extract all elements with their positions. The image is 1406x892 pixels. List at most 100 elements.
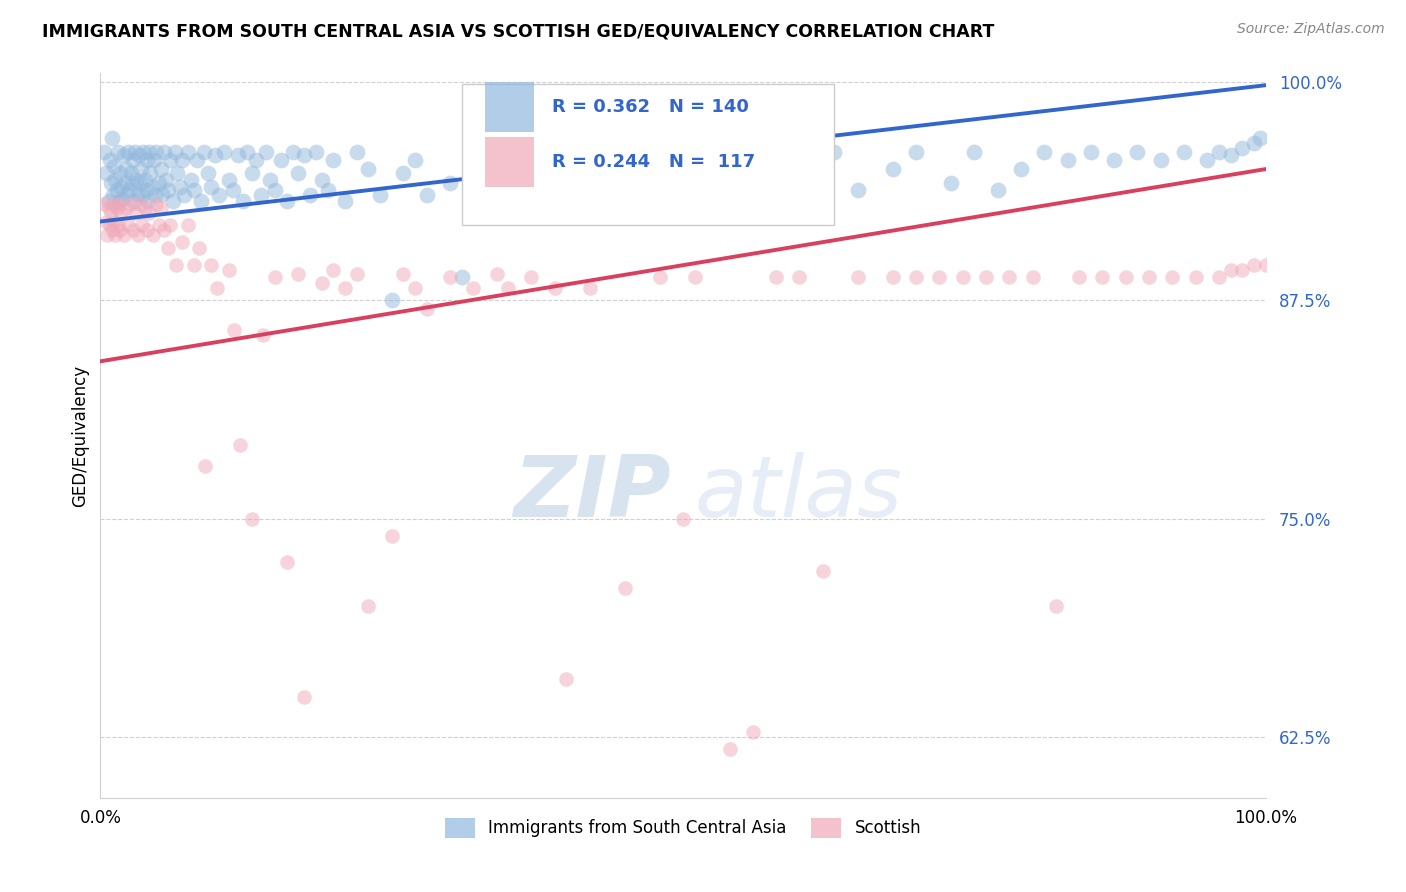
Point bbox=[177, 218, 200, 232]
Point bbox=[93, 197, 115, 211]
Point bbox=[180, 172, 202, 186]
Point bbox=[287, 165, 309, 179]
Point bbox=[1208, 145, 1230, 159]
Point bbox=[96, 228, 118, 243]
Point bbox=[149, 162, 172, 177]
Point bbox=[1208, 270, 1230, 285]
Point bbox=[200, 179, 222, 194]
Point bbox=[254, 145, 277, 159]
Point bbox=[555, 153, 578, 168]
Point bbox=[544, 188, 567, 202]
Point bbox=[1091, 270, 1114, 285]
Point bbox=[200, 258, 222, 272]
Point bbox=[381, 529, 404, 543]
Point bbox=[108, 223, 131, 237]
Point bbox=[117, 218, 139, 232]
Point bbox=[166, 165, 188, 179]
Point bbox=[1243, 136, 1265, 150]
Point bbox=[153, 223, 176, 237]
Point bbox=[129, 162, 152, 177]
Point bbox=[129, 176, 152, 190]
Point bbox=[177, 145, 200, 159]
Point bbox=[104, 228, 127, 243]
Point bbox=[404, 281, 426, 295]
Point bbox=[96, 165, 118, 179]
Point bbox=[485, 267, 508, 281]
Point bbox=[1249, 130, 1271, 145]
Point bbox=[928, 270, 950, 285]
Point bbox=[485, 176, 508, 190]
Point bbox=[173, 188, 195, 202]
FancyBboxPatch shape bbox=[461, 84, 834, 226]
Point bbox=[142, 153, 165, 168]
Point bbox=[292, 148, 315, 162]
Point bbox=[1033, 145, 1056, 159]
Point bbox=[108, 165, 131, 179]
Point bbox=[450, 270, 472, 285]
Point bbox=[115, 201, 138, 215]
FancyBboxPatch shape bbox=[485, 82, 534, 132]
Point bbox=[509, 153, 531, 168]
Point bbox=[204, 148, 226, 162]
Point bbox=[104, 172, 127, 186]
Point bbox=[311, 172, 333, 186]
Point bbox=[170, 153, 193, 168]
Point bbox=[811, 564, 834, 578]
Point bbox=[496, 188, 519, 202]
Point bbox=[439, 270, 461, 285]
Point bbox=[1137, 270, 1160, 285]
Point bbox=[114, 176, 136, 190]
Point bbox=[105, 201, 128, 215]
Point bbox=[120, 197, 142, 211]
Point bbox=[218, 263, 240, 277]
Point bbox=[153, 145, 176, 159]
Point bbox=[110, 179, 132, 194]
Point bbox=[169, 179, 191, 194]
Point bbox=[131, 188, 153, 202]
Point bbox=[236, 145, 259, 159]
Point bbox=[148, 176, 170, 190]
Point bbox=[259, 172, 281, 186]
Point bbox=[205, 281, 228, 295]
Point bbox=[134, 201, 156, 215]
Point bbox=[544, 281, 567, 295]
Point bbox=[322, 153, 344, 168]
Point bbox=[333, 281, 356, 295]
Point bbox=[138, 145, 160, 159]
Point bbox=[135, 183, 157, 197]
Point bbox=[115, 162, 138, 177]
Point bbox=[122, 194, 145, 208]
Point bbox=[613, 582, 636, 596]
Point bbox=[122, 223, 145, 237]
Point bbox=[108, 194, 131, 208]
Point bbox=[218, 172, 240, 186]
Point bbox=[101, 130, 124, 145]
Point bbox=[439, 176, 461, 190]
Point bbox=[98, 153, 121, 168]
Point bbox=[163, 145, 186, 159]
Point bbox=[107, 218, 129, 232]
Point bbox=[122, 153, 145, 168]
Point bbox=[357, 162, 380, 177]
Point bbox=[520, 176, 543, 190]
Point bbox=[226, 148, 249, 162]
Point bbox=[1069, 270, 1091, 285]
Point bbox=[846, 270, 869, 285]
Point bbox=[107, 145, 129, 159]
Point bbox=[1150, 153, 1173, 168]
Point bbox=[1184, 270, 1206, 285]
Point bbox=[240, 511, 263, 525]
Point bbox=[117, 145, 139, 159]
Point bbox=[882, 162, 904, 177]
Point bbox=[159, 153, 181, 168]
Point bbox=[183, 183, 205, 197]
Point bbox=[150, 186, 173, 201]
Point bbox=[415, 188, 437, 202]
Point bbox=[145, 197, 167, 211]
Point bbox=[823, 145, 845, 159]
Point bbox=[305, 145, 328, 159]
Point bbox=[193, 145, 215, 159]
Point bbox=[127, 228, 149, 243]
Point bbox=[142, 179, 165, 194]
Text: atlas: atlas bbox=[695, 452, 903, 535]
